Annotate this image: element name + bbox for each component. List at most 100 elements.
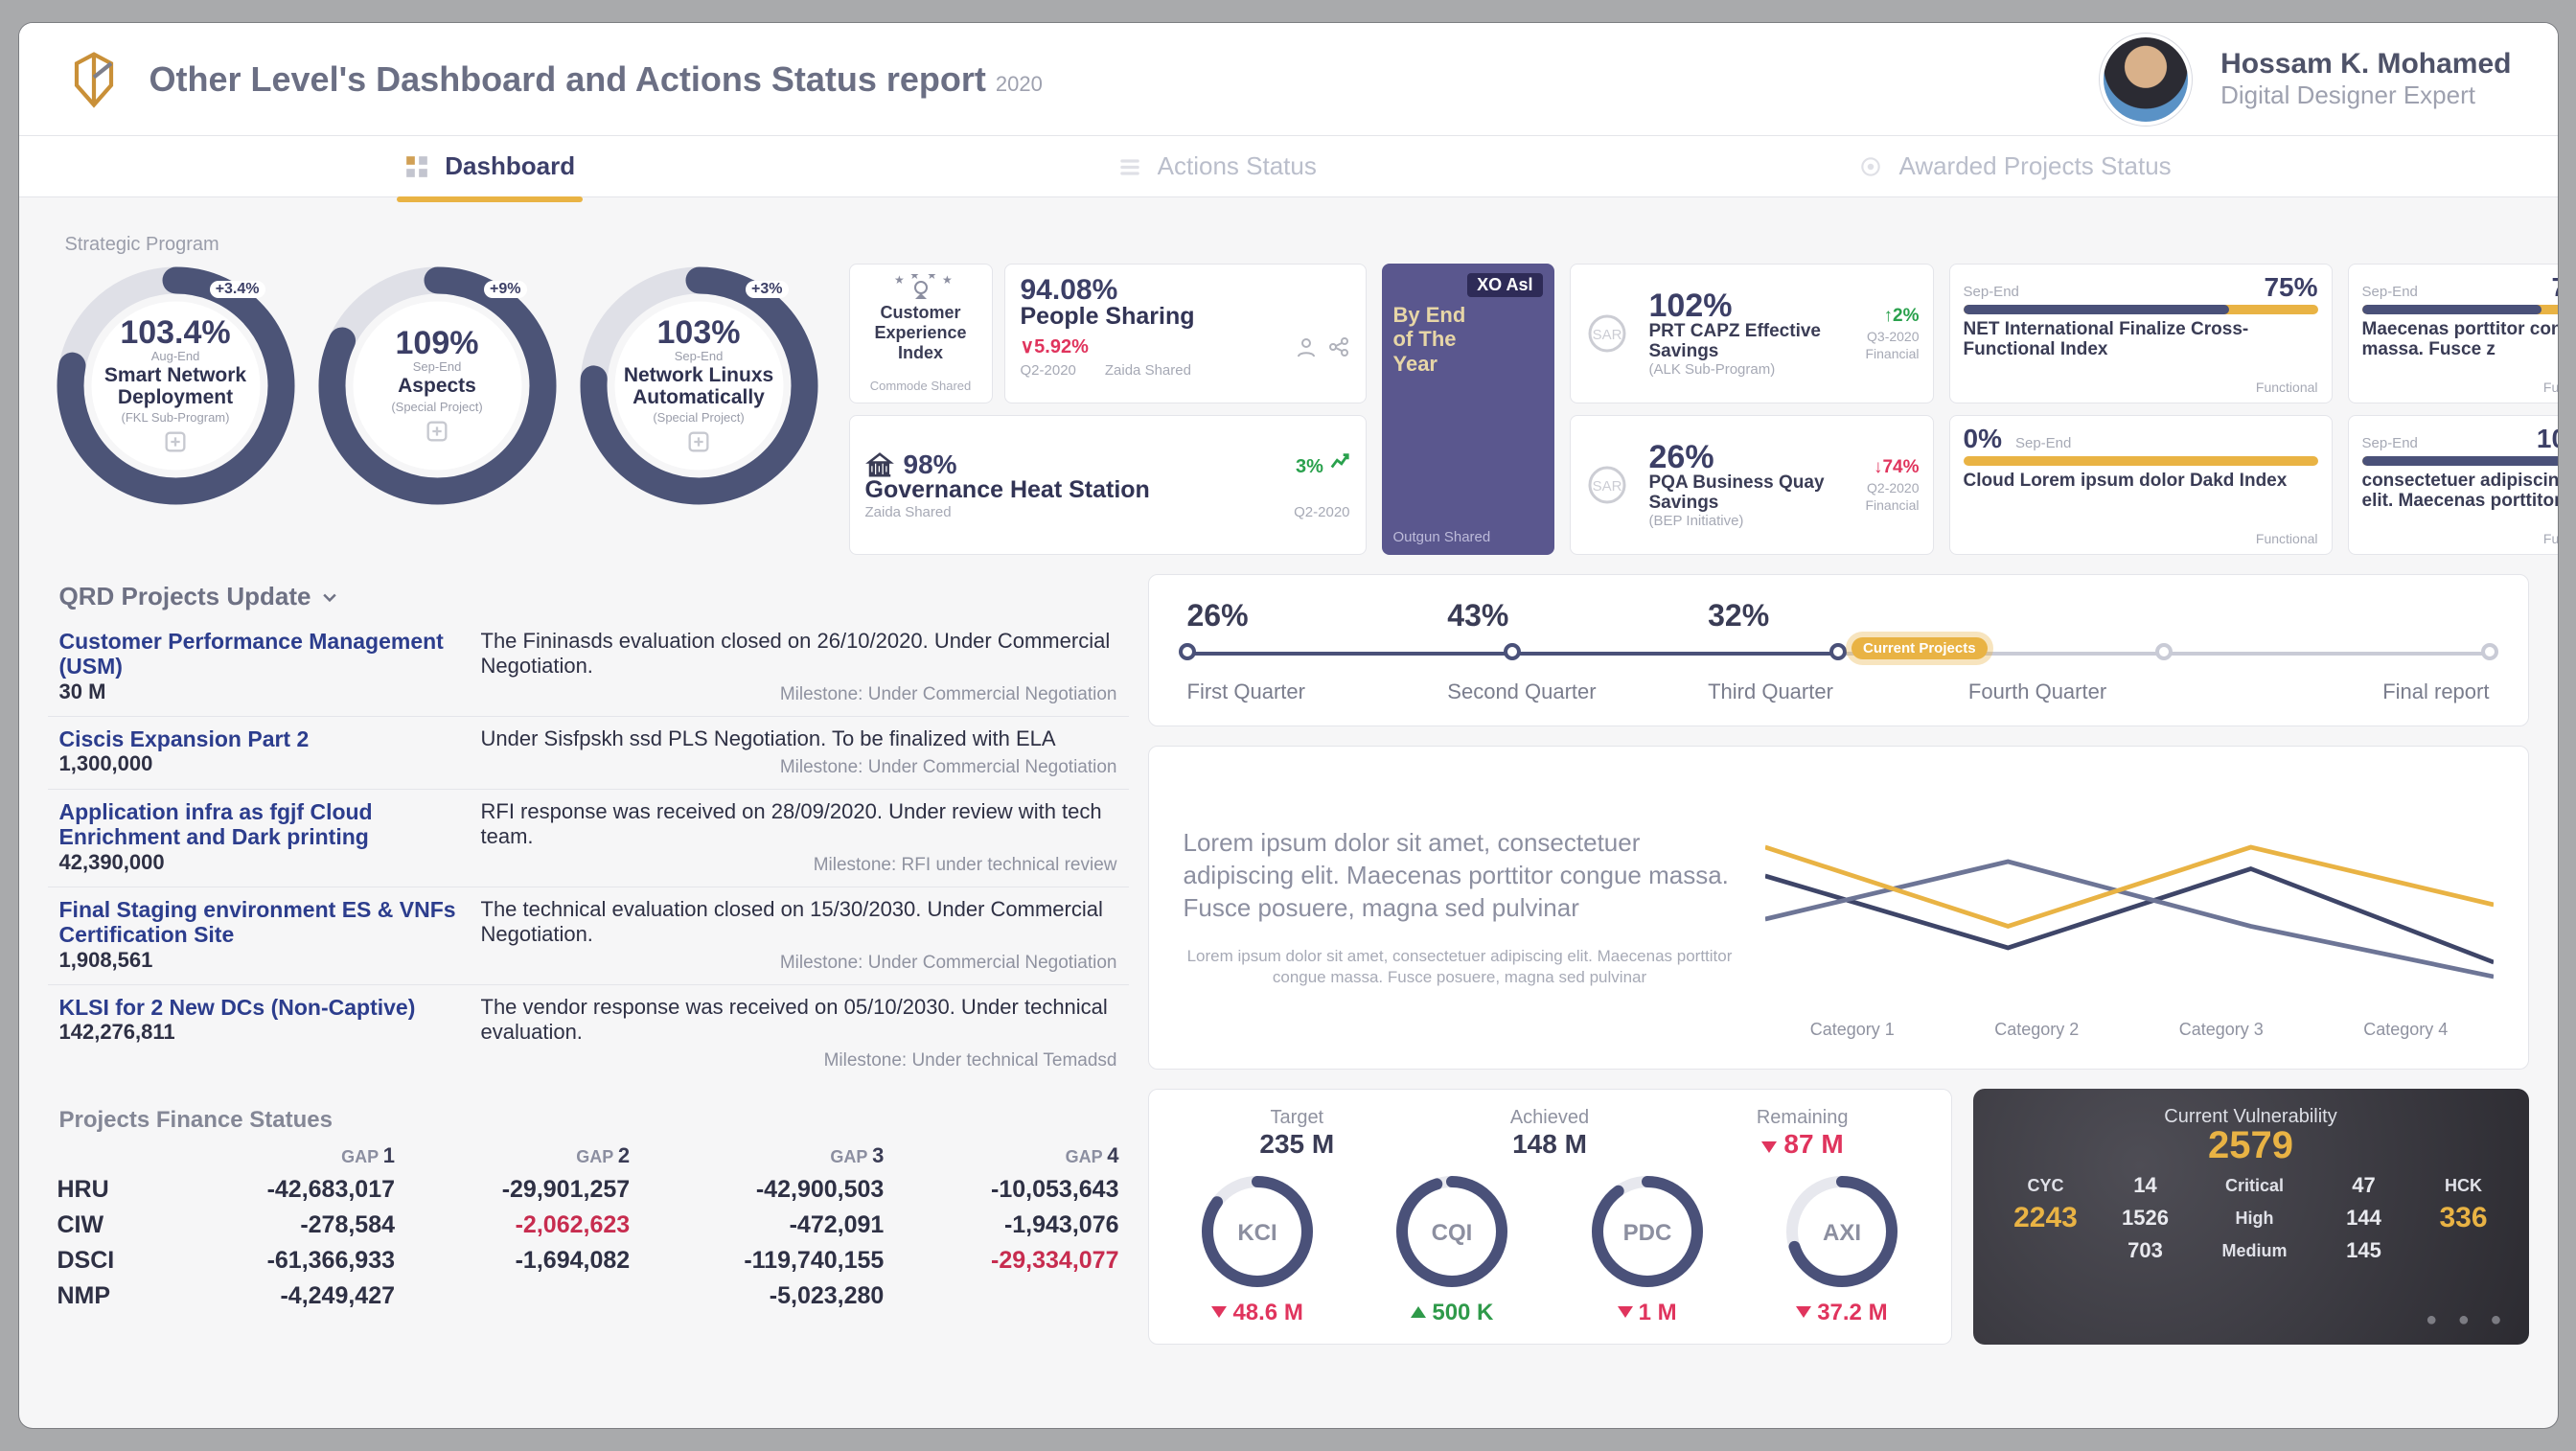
strategic-program-label: Strategic Program — [65, 234, 2529, 256]
avatar[interactable] — [2104, 37, 2188, 122]
governance-card[interactable]: 98% 3% Governance Heat Station Zaida Sha… — [849, 415, 1367, 555]
vuln-left-label: CYC — [1998, 1176, 2094, 1196]
qrd-value: 42,390,000 — [59, 850, 462, 875]
qrd-item[interactable]: Customer Performance Management (USM) 30… — [48, 619, 1129, 716]
qrd-item[interactable]: Ciscis Expansion Part 2 1,300,000 Under … — [48, 716, 1129, 789]
vuln-mid-label: High — [2197, 1209, 2312, 1229]
bar-tile[interactable]: Sep-End75% NET International Finalize Cr… — [1949, 264, 2333, 403]
xo-tile[interactable]: XO Asl By End of The Year Outgun Shared — [1382, 264, 1554, 555]
timeline-dot — [1504, 643, 1521, 660]
xo-line1: By End — [1393, 303, 1543, 327]
qrd-value: 30 M — [59, 679, 462, 704]
shared-by-label: Zaida Shared — [865, 504, 952, 520]
gear-icon — [1858, 154, 1883, 179]
timeline-values: 26%43%32% — [1187, 598, 2490, 633]
vuln-cell: 145 — [2326, 1238, 2403, 1263]
page-title: Other Level's Dashboard and Actions Stat… — [150, 59, 1043, 100]
vuln-cell: 703 — [2107, 1238, 2184, 1263]
fin-delta: ↑2% — [1884, 306, 1920, 327]
user-block: Hossam K. Mohamed Digital Designer Exper… — [2220, 48, 2511, 110]
svg-text:★: ★ — [942, 274, 953, 287]
vuln-cell: 1526 — [2107, 1206, 2184, 1231]
chart-series — [1765, 847, 2494, 927]
period-label: Q2-2020 — [1294, 504, 1349, 520]
bar-name: NET International Finalize Cross-Functio… — [1964, 320, 2318, 360]
xo-line2: of The — [1393, 327, 1543, 351]
fin-cell: -42,683,017 — [170, 1172, 404, 1208]
fin-name: PRT CAPZ Effective Savings — [1649, 322, 1856, 362]
financial-tile[interactable]: SAR 102% PRT CAPZ Effective Savings (ALK… — [1570, 264, 1934, 403]
bar-tag: Functional — [2256, 531, 2318, 546]
target-value: 148 M — [1428, 1129, 1671, 1160]
bar-tile[interactable]: Sep-End74% Maecenas porttitor congue mas… — [2348, 264, 2558, 403]
bar-tile[interactable]: Sep-End100% consectetuer adipiscing elit… — [2348, 415, 2558, 555]
timeline-card: 26%43%32% Current Projects First Quarter… — [1148, 574, 2529, 726]
timeline-dot — [1829, 643, 1847, 660]
qrd-item[interactable]: Application infra as fgjf Cloud Enrichme… — [48, 789, 1129, 887]
fin-cell: -278,584 — [170, 1208, 404, 1243]
qrd-section: QRD Projects Update Customer Performance… — [48, 574, 1129, 1345]
tab-awarded-projects[interactable]: Awarded Projects Status — [1851, 142, 2178, 191]
qrd-item[interactable]: KLSI for 2 New DCs (Non-Captive) 142,276… — [48, 984, 1129, 1082]
bar-tile[interactable]: 0%Sep-End Cloud Lorem ipsum dolor Dakd I… — [1949, 415, 2333, 555]
donut-gauge[interactable]: +3% 103% Sep-End Network Linuxs Automati… — [577, 264, 821, 508]
bar-tag: Functional — [2543, 531, 2558, 546]
svg-text:CQI: CQI — [1432, 1220, 1473, 1246]
targets-gauges-card: Target 235 MAchieved 148 MRemaining 87 M… — [1148, 1089, 1952, 1345]
donut-period: Sep-End — [675, 349, 724, 363]
bar-name: consectetuer adipiscing elit. Maecenas p… — [2362, 472, 2558, 512]
period-label: Q2-2020 — [1021, 362, 1076, 379]
chart-category: Category 3 — [2134, 1020, 2310, 1040]
target-achieved-remaining: Target 235 MAchieved 148 MRemaining 87 M — [1176, 1107, 1924, 1160]
timeline-pct — [1968, 598, 2229, 633]
chart-category: Category 4 — [2318, 1020, 2494, 1040]
tab-bar: Dashboard Actions Status Awarded Project… — [19, 136, 2558, 197]
qrd-list: Customer Performance Management (USM) 30… — [48, 619, 1129, 1082]
fin-row-label: HRU — [48, 1172, 170, 1208]
fin-cell: -61,366,933 — [170, 1243, 404, 1278]
donut-icon — [424, 418, 450, 445]
list-icon — [1117, 154, 1142, 179]
gauge: AXI 37.2 M — [1780, 1169, 1904, 1326]
qrd-item[interactable]: Final Staging environment ES & VNFs Cert… — [48, 887, 1129, 984]
logo-icon — [65, 51, 123, 108]
vuln-mid-label: Critical — [2197, 1176, 2312, 1196]
current-projects-pill: Current Projects — [1852, 637, 1988, 659]
timeline-label: First Quarter — [1187, 679, 1448, 704]
vuln-total: 2579 — [1998, 1124, 2504, 1167]
lorem-big-text: Lorem ipsum dolor sit amet, consectetuer… — [1184, 827, 1736, 924]
donut-period: Sep-End — [413, 359, 462, 374]
chart-categories: Category 1Category 2Category 3Category 4 — [1765, 1020, 2494, 1040]
xo-sub: Outgun Shared — [1393, 529, 1543, 545]
lorem-chart-card: Lorem ipsum dolor sit amet, consectetuer… — [1148, 746, 2529, 1070]
target-label: Target — [1176, 1107, 1419, 1129]
chart-category: Category 2 — [1949, 1020, 2125, 1040]
donut-pct: 103% — [657, 316, 741, 349]
qrd-value: 1,300,000 — [59, 751, 462, 776]
qrd-desc: RFI response was received on 28/09/2020.… — [481, 799, 1117, 849]
qrd-value: 142,276,811 — [59, 1020, 462, 1045]
svg-text:★: ★ — [894, 274, 905, 287]
svg-text:AXI: AXI — [1823, 1220, 1861, 1246]
vuln-right-label: HCK — [2416, 1176, 2512, 1196]
qrd-desc: The technical evaluation closed on 15/30… — [481, 897, 1117, 947]
qrd-header[interactable]: QRD Projects Update — [59, 582, 1129, 611]
timeline-pct: 26% — [1187, 598, 1448, 633]
gauge-value: 500 K — [1411, 1300, 1493, 1326]
tab-actions-status[interactable]: Actions Status — [1110, 142, 1324, 191]
fin-cell: -1,943,076 — [893, 1208, 1128, 1243]
people-sharing-card[interactable]: 94.08% People Sharing ∨5.92% Q2-2020Zaid… — [1004, 264, 1367, 403]
qrd-desc: The Fininasds evaluation closed on 26/10… — [481, 629, 1117, 679]
donut-gauge[interactable]: +3.4% 103.4% Aug-End Smart Network Deplo… — [54, 264, 298, 508]
svg-text:★: ★ — [909, 274, 920, 282]
shared-by-label: Zaida Shared — [1105, 362, 1191, 379]
financial-tile[interactable]: SAR 26% PQA Business Quay Savings (BEP I… — [1570, 415, 1934, 555]
svg-text:★: ★ — [927, 274, 937, 282]
vuln-cell: 14 — [2107, 1173, 2184, 1198]
qrd-milestone: Milestone: Under technical Temadsd — [481, 1050, 1117, 1071]
qrd-milestone: Milestone: Under Commercial Negotiation — [481, 757, 1117, 778]
donut-gauge[interactable]: +9% 109% Sep-End Aspects (Special Projec… — [315, 264, 560, 508]
tab-label: Dashboard — [445, 151, 575, 181]
tab-dashboard[interactable]: Dashboard — [397, 142, 583, 191]
target-label: Remaining — [1681, 1107, 1924, 1129]
